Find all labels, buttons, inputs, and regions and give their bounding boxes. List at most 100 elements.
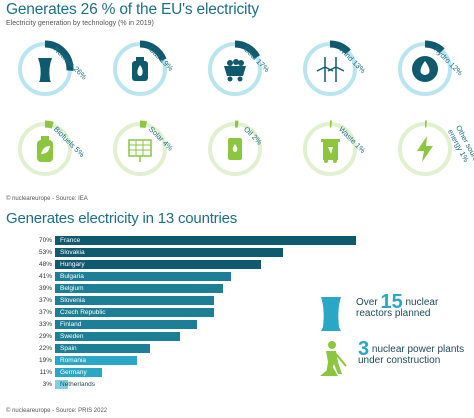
- donut-ring: [111, 120, 169, 178]
- bar-row: 70% France: [0, 235, 474, 246]
- bar-row: 37% Czech Republic: [0, 307, 474, 318]
- donut-value-arc: [16, 40, 74, 98]
- bar-value-label: 29%: [38, 333, 52, 340]
- bar: [55, 296, 215, 305]
- technology-grid: Nuclear 26% Gas 19% Coal 17% Wind 13% Hydro …: [0, 30, 474, 190]
- bar: [55, 380, 68, 389]
- bar-value-label: 19%: [38, 357, 52, 364]
- bar-row: 29% Sweden: [0, 331, 474, 342]
- bar-value-label: 37%: [38, 309, 52, 316]
- donut-value-arc: [16, 120, 74, 178]
- bar-row: 39% Belgium: [0, 283, 474, 294]
- bar-value-label: 11%: [39, 369, 52, 376]
- donut-ring: [111, 40, 169, 98]
- cooling-tower-icon: [321, 297, 341, 331]
- bar-row: 3% Netherlands: [0, 379, 474, 390]
- bar: [55, 284, 223, 293]
- donut-ring: [16, 120, 74, 178]
- bar-value-label: 22%: [38, 345, 52, 352]
- bar: [55, 248, 283, 257]
- bar: [55, 260, 262, 269]
- tech-item-biofuel-canister: Biofuels 5%: [0, 114, 90, 194]
- tech-item-waste-bin: Waste 1%: [285, 114, 375, 194]
- donut-value-arc: [396, 120, 454, 178]
- bar-value-label: 41%: [38, 273, 52, 280]
- donut-ring: [206, 40, 264, 98]
- bar-category-label: Finland: [60, 321, 82, 328]
- bar-category-label: Slovenia: [60, 297, 85, 304]
- bar-category-label: Germany: [60, 369, 87, 376]
- tech-item-solar-panel: Solar 4%: [95, 114, 185, 194]
- donut-ring: [16, 40, 74, 98]
- donut-value-arc: [111, 40, 169, 98]
- construction-number: 3: [358, 338, 370, 360]
- construction-worker-icon: [320, 341, 347, 376]
- tech-item-coal-cart: Coal 17%: [190, 34, 280, 114]
- bar: [55, 368, 103, 377]
- gas-flame-icon: [132, 57, 148, 81]
- wind-turbine-icon: [316, 57, 345, 82]
- bar-value-label: 53%: [38, 249, 52, 256]
- bar-row: 37% Slovenia: [0, 295, 474, 306]
- cooling-tower-icon: [38, 54, 52, 82]
- reactors-planned-stat: Over 15 nuclear reactors planned: [318, 292, 468, 331]
- bar-category-label: Slovakia: [60, 249, 85, 256]
- bar: [55, 272, 232, 281]
- donut-ring: [396, 40, 454, 98]
- donut-ring: [396, 120, 454, 178]
- bar-row: 53% Slovakia: [0, 247, 474, 258]
- donut-value-arc: [206, 120, 264, 178]
- bar-category-label: France: [60, 237, 81, 244]
- bar-category-label: Hungary: [60, 261, 85, 268]
- construction-suffix-2: under construction: [358, 355, 441, 366]
- bar-category-label: Spain: [60, 345, 77, 352]
- biofuel-canister-icon: [37, 136, 53, 162]
- donut-ring: [206, 120, 264, 178]
- bar-category-label: Czech Republic: [60, 309, 106, 316]
- donut-value-arc: [111, 120, 169, 178]
- source-credit-2: © nucleareurope - Source: PRIS 2022: [6, 408, 108, 414]
- bar: [55, 344, 150, 353]
- bar-value-label: 3%: [42, 381, 52, 388]
- tech-item-gas-flame: Gas 19%: [95, 34, 185, 114]
- tech-item-wind-turbine: Wind 13%: [285, 34, 375, 114]
- waste-bin-icon: [321, 139, 340, 163]
- bar: [55, 356, 137, 365]
- bar-category-label: Belgium: [60, 285, 84, 292]
- tech-item-oil-barrel: Oil 2%: [190, 114, 280, 194]
- bar-row: 11% Germany: [0, 367, 474, 378]
- donut-ring: [301, 40, 359, 98]
- solar-panel-icon: [128, 139, 152, 162]
- bar-row: 22% Spain: [0, 343, 474, 354]
- bar-value-label: 39%: [38, 285, 52, 292]
- donut-ring: [301, 120, 359, 178]
- donut-value-arc: [396, 40, 454, 98]
- source-credit-1: © nucleareurope - Source: IEA: [6, 196, 88, 202]
- bar: [55, 332, 180, 341]
- bar-category-label: Romania: [60, 357, 87, 364]
- donut-value-arc: [301, 120, 359, 178]
- coal-cart-icon: [224, 59, 246, 82]
- bar-category-label: Sweden: [60, 333, 84, 340]
- reactors-prefix: Over: [356, 297, 378, 308]
- bar-value-label: 33%: [38, 321, 52, 328]
- tech-item-lightning: Other sources of energy 1%: [380, 114, 474, 194]
- page-subtitle: Electricity generation by technology (% …: [6, 20, 154, 27]
- water-drop-icon: [412, 56, 438, 82]
- page-title: Generates 26 % of the EU's electricity: [6, 1, 259, 18]
- bar-row: 41% Bulgaria: [0, 271, 474, 282]
- lightning-icon: [417, 136, 433, 162]
- country-bar-chart: 70% France 53% Slovakia 48% Hungary 41% Bulgari…: [0, 235, 474, 395]
- reactors-number: 15: [380, 291, 403, 313]
- donut-value-arc: [301, 40, 359, 98]
- bar-value-label: 37%: [38, 297, 52, 304]
- bar-category-label: Bulgaria: [60, 273, 84, 280]
- bar-row: 33% Finland: [0, 319, 474, 330]
- section-title-countries: Generates electricity in 13 countries: [6, 210, 238, 227]
- bar-row: 19% Romania: [0, 355, 474, 366]
- bar-category-label: Netherlands: [60, 381, 96, 388]
- bar-value-label: 70%: [38, 237, 52, 244]
- bar-value-label: 48%: [38, 261, 52, 268]
- bar: [55, 308, 215, 317]
- oil-barrel-icon: [228, 138, 242, 160]
